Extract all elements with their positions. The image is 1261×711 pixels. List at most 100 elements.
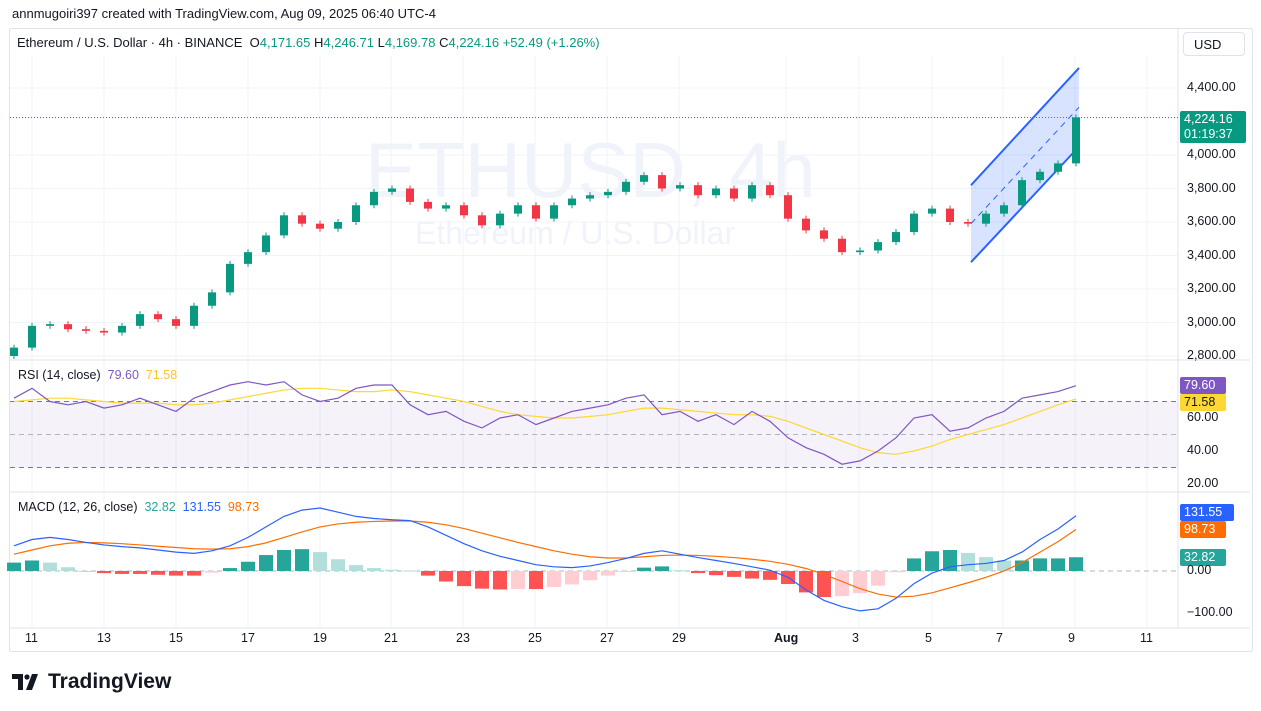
candle-body — [712, 188, 720, 196]
candle-body — [514, 205, 522, 214]
candle-body — [316, 223, 324, 229]
time-axis-label: 11 — [1140, 631, 1153, 645]
rsi-axis-label: 40.00 — [1187, 443, 1219, 457]
time-axis-label: 17 — [241, 631, 255, 645]
low-value: 4,169.78 — [384, 35, 436, 50]
macd-histogram-bar — [241, 561, 255, 571]
macd-histogram-bar — [277, 550, 291, 571]
macd-histogram-bar — [745, 571, 759, 579]
candle-body — [244, 252, 252, 264]
price-axis-label: 4,000.00 — [1187, 147, 1236, 161]
time-axis-label: 7 — [996, 631, 1003, 645]
macd-histogram-bar — [403, 570, 417, 572]
high-value: 4,246.71 — [323, 35, 374, 50]
candle-body — [568, 198, 576, 206]
price-axis-label: 2,800.00 — [1187, 348, 1236, 362]
macd-histogram-bar — [1051, 558, 1065, 571]
price-axis-label: 3,800.00 — [1187, 180, 1236, 195]
bar-countdown: 01:19:37 — [1184, 127, 1233, 141]
macd-histogram-bar — [727, 571, 741, 577]
tradingview-logo-text: TradingView — [48, 670, 172, 693]
candle-body — [892, 232, 900, 243]
macd-histogram-bar — [439, 571, 453, 582]
candle-body — [496, 213, 504, 226]
candle-body — [28, 325, 36, 348]
candle-body — [676, 185, 684, 189]
candle-body — [136, 314, 144, 326]
macd-histogram-bar — [43, 562, 57, 571]
chart-frame — [9, 28, 1253, 652]
rsi-tag: 79.60 — [1180, 377, 1226, 394]
candle-body — [406, 188, 414, 202]
time-axis-label: 19 — [313, 631, 327, 645]
high-label: H — [314, 35, 324, 50]
candle-body — [388, 188, 396, 192]
candle-body — [640, 175, 648, 182]
tradingview-logo[interactable]: TradingView — [12, 670, 171, 694]
symbol-title: Ethereum / U.S. Dollar · 4h · BINANCE — [17, 35, 243, 50]
candle-body — [154, 314, 162, 320]
rsi-line — [13, 381, 1077, 465]
macd-histogram-bar — [637, 567, 651, 571]
candle-body — [1036, 171, 1044, 181]
macd-histogram-bar — [331, 559, 345, 571]
macd-histogram-bar — [457, 571, 471, 587]
candle-body — [208, 292, 216, 306]
candle-body — [802, 218, 810, 231]
candle-body — [1018, 180, 1026, 206]
candle-body — [550, 205, 558, 219]
macd-histogram-bar — [421, 571, 435, 576]
macd-histogram-bar — [133, 571, 147, 574]
candle-body — [172, 319, 180, 326]
candle-body — [64, 324, 72, 330]
candle-body — [118, 325, 126, 333]
candle-body — [1054, 163, 1062, 172]
candle-body — [424, 201, 432, 209]
time-axis-label: 13 — [97, 631, 111, 645]
time-axis-label: 23 — [456, 631, 470, 645]
macd-histogram-bar — [583, 571, 597, 581]
macd-histogram-bar — [97, 571, 111, 574]
macd-title: MACD (12, 26, close) — [18, 500, 138, 514]
time-axis-label: 27 — [600, 631, 614, 645]
macd-histogram-bar — [25, 560, 39, 571]
macd-histogram-bar — [187, 571, 201, 576]
candle-body — [262, 235, 270, 253]
candle-body — [478, 215, 486, 226]
time-axis-label: 25 — [528, 631, 542, 645]
candle-body — [658, 175, 666, 189]
macd-axis-label: −100.00 — [1187, 605, 1233, 619]
time-axis-label: 11 — [25, 631, 38, 645]
low-label: L — [377, 35, 385, 50]
macd-histogram-bar — [223, 568, 237, 571]
candle-body — [298, 215, 306, 224]
candle-body — [604, 191, 612, 196]
macd-histogram-bar — [79, 571, 93, 572]
currency-button[interactable]: USD — [1183, 32, 1245, 56]
credit-line: annmugoiri397 created with TradingView.c… — [12, 6, 436, 21]
candle-body — [874, 242, 882, 251]
histogram-tag: 32.82 — [1180, 549, 1226, 566]
macd-signal-value: 98.73 — [227, 500, 260, 514]
macd-histogram-bar — [475, 571, 489, 589]
change-value: +52.49 (+1.26%) — [502, 35, 600, 50]
macd-hist-value: 32.82 — [144, 500, 176, 514]
candle-body — [910, 213, 918, 233]
macd-histogram-bar — [835, 571, 849, 597]
candle-body — [820, 230, 828, 239]
macd-histogram-bar — [673, 570, 687, 572]
macd-histogram-bar — [385, 569, 399, 571]
time-axis-label: 5 — [925, 631, 932, 645]
macd-histogram-bar — [529, 571, 543, 590]
macd-histogram-bar — [709, 571, 723, 576]
watermark-description: Ethereum / U.S. Dollar — [415, 215, 736, 251]
candle-body — [766, 185, 774, 196]
candle-body — [46, 324, 54, 326]
macd-histogram-bar — [889, 571, 903, 573]
price-axis-label: 3,000.00 — [1187, 314, 1236, 329]
last-price-tag: 4,224.16 01:19:37 — [1180, 111, 1246, 143]
candle-body — [982, 213, 990, 224]
macd-histogram-bar — [115, 571, 129, 574]
macd-histogram-bar — [205, 571, 219, 573]
